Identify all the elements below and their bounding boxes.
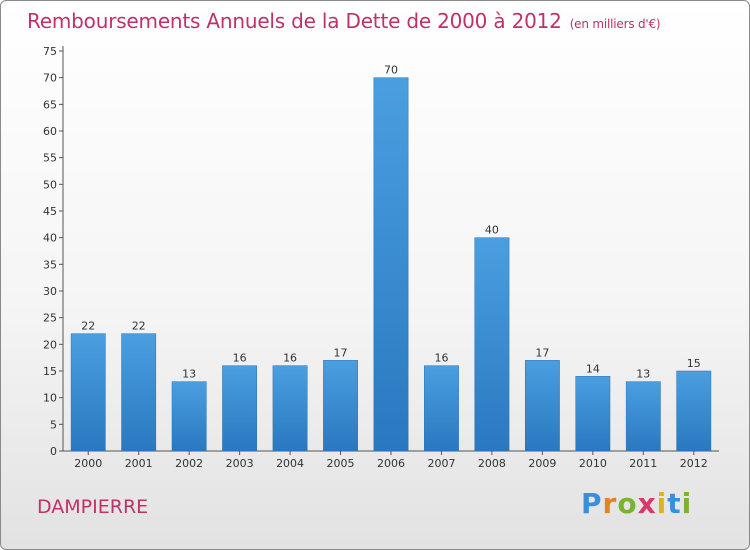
logo-letter: P: [581, 487, 603, 520]
bar-value-label: 16: [283, 352, 297, 365]
x-tick-label: 2000: [74, 457, 102, 470]
x-tick-label: 2007: [427, 457, 455, 470]
y-tick-label: 75: [43, 45, 57, 58]
bar-value-label: 13: [636, 368, 650, 381]
logo-letter: r: [602, 487, 618, 520]
bar-value-label: 17: [334, 346, 348, 359]
x-tick-label: 2002: [175, 457, 203, 470]
bar-2001: [121, 333, 157, 452]
y-tick-label: 30: [43, 285, 57, 298]
bar-value-label: 13: [182, 368, 196, 381]
y-tick-label: 25: [43, 312, 57, 325]
bar-value-label: 70: [384, 64, 398, 77]
bar-2008: [474, 237, 510, 452]
x-tick-label: 2003: [226, 457, 254, 470]
x-tick-label: 2001: [125, 457, 153, 470]
x-tick-label: 2010: [579, 457, 607, 470]
chart-unit: (en milliers d'€): [569, 17, 661, 31]
y-tick-label: 50: [43, 178, 57, 191]
bar-value-label: 22: [81, 320, 95, 333]
bar-2003: [222, 365, 258, 452]
y-tick-label: 65: [43, 98, 57, 111]
bar-2010: [575, 376, 611, 452]
y-tick-label: 40: [43, 232, 57, 245]
bar-2012: [676, 370, 712, 452]
y-axis: 0 5 10 15 20 25 30 35 40 45 50 55 60 65 70 75: [43, 45, 64, 458]
y-tick-label: 10: [43, 392, 57, 405]
proxiti-logo: Proxiti: [581, 487, 692, 520]
x-tick-label: 2012: [680, 457, 708, 470]
bar-value-label: 14: [586, 362, 600, 375]
y-tick-label: 35: [43, 258, 57, 271]
bar-2007: [424, 365, 459, 452]
logo-letter: o: [617, 487, 638, 520]
logo-letter: x: [637, 487, 657, 520]
chart-title: Remboursements Annuels de la Dette de 20…: [27, 9, 661, 33]
bar-2006: [373, 77, 409, 452]
bar-value-label: 16: [233, 352, 247, 365]
x-axis: 2000 2001 2002 2003 2004 2005 2006 2007 2008 2009…: [63, 450, 719, 470]
y-tick-label: 0: [50, 445, 57, 458]
y-tick-label: 45: [43, 205, 57, 218]
bars: 22 22 13 16 16 17 70 16 40 17 14 13 15: [70, 64, 712, 452]
x-tick-label: 2005: [327, 457, 355, 470]
logo-letter: i: [656, 487, 668, 520]
bar-2000: [70, 333, 106, 452]
bar-2005: [323, 360, 358, 452]
chart-title-text: Remboursements Annuels de la Dette de 20…: [27, 9, 562, 33]
x-tick-label: 2004: [276, 457, 304, 470]
bar-value-label: 17: [535, 346, 549, 359]
bar-value-label: 15: [687, 357, 701, 370]
commune-name: DAMPIERRE: [37, 496, 149, 518]
logo-letter: i: [681, 487, 693, 520]
logo-letter: t: [667, 487, 682, 520]
bar-2011: [625, 381, 661, 452]
bar-value-label: 22: [132, 320, 146, 333]
y-tick-label: 60: [43, 125, 57, 138]
y-tick-label: 20: [43, 338, 57, 351]
x-tick-label: 2009: [528, 457, 556, 470]
bar-2004: [272, 365, 308, 452]
x-tick-label: 2008: [478, 457, 506, 470]
x-tick-label: 2011: [629, 457, 657, 470]
bar-2002: [171, 381, 207, 452]
y-tick-label: 70: [43, 72, 57, 85]
bar-2009: [524, 360, 560, 452]
x-tick-label: 2006: [377, 457, 405, 470]
y-tick-label: 5: [50, 418, 57, 431]
bar-value-label: 40: [485, 224, 499, 237]
bar-value-label: 16: [434, 352, 448, 365]
y-tick-label: 15: [43, 365, 57, 378]
y-tick-label: 55: [43, 152, 57, 165]
